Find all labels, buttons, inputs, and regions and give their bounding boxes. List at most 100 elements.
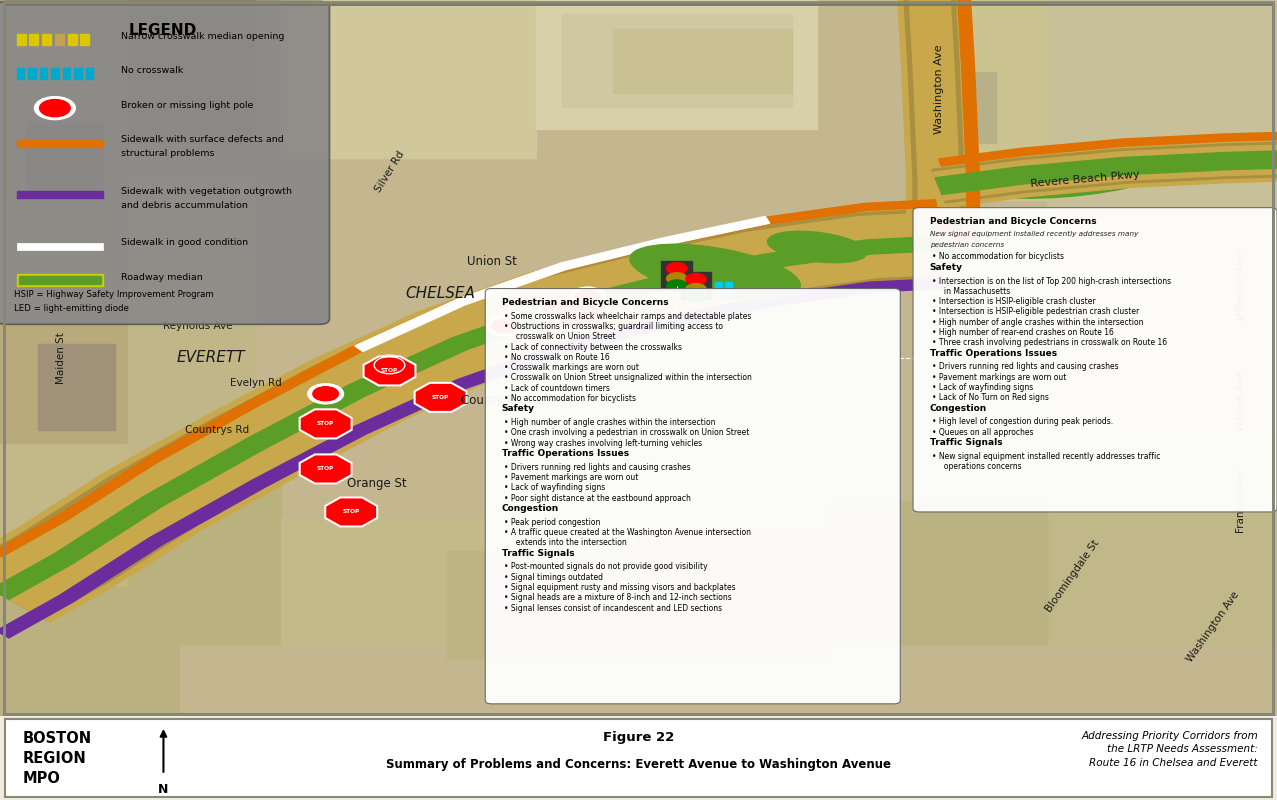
Polygon shape <box>939 132 1277 166</box>
Bar <box>17 191 103 198</box>
Text: • Signal equipment rusty and missing visors and backplates: • Signal equipment rusty and missing vis… <box>504 583 736 592</box>
Text: • No accommodation for bicyclists: • No accommodation for bicyclists <box>504 394 636 403</box>
Circle shape <box>308 384 344 404</box>
Bar <box>86 68 93 79</box>
Text: • Obstructions in crosswalks; guardrail limiting access to: • Obstructions in crosswalks; guardrail … <box>504 322 723 331</box>
Text: Traffic Operations Issues: Traffic Operations Issues <box>502 449 630 458</box>
Circle shape <box>954 242 974 254</box>
Circle shape <box>487 316 522 336</box>
Polygon shape <box>0 213 944 616</box>
Bar <box>281 515 536 645</box>
Text: • Lack of No Turn on Red signs: • Lack of No Turn on Red signs <box>932 394 1050 402</box>
Text: N: N <box>158 783 169 796</box>
Text: Congestion: Congestion <box>502 504 559 513</box>
Bar <box>562 14 792 107</box>
Circle shape <box>492 318 517 333</box>
Text: STOP: STOP <box>432 395 450 400</box>
Text: Warren Ave: Warren Ave <box>1236 371 1246 430</box>
Bar <box>80 34 89 45</box>
Bar <box>573 310 594 325</box>
Text: Traffic Signals: Traffic Signals <box>502 549 575 558</box>
Text: CHELSEA: CHELSEA <box>406 286 475 301</box>
Bar <box>17 34 26 45</box>
Bar <box>17 274 103 286</box>
Circle shape <box>686 283 706 295</box>
Polygon shape <box>0 204 945 622</box>
FancyBboxPatch shape <box>913 208 1277 512</box>
Circle shape <box>667 280 687 291</box>
Text: Countrys Rd: Countrys Rd <box>185 425 249 434</box>
Circle shape <box>575 290 600 304</box>
Text: Jefferson Ave: Jefferson Ave <box>1236 252 1246 321</box>
Text: • No crosswalk on Route 16: • No crosswalk on Route 16 <box>504 353 610 362</box>
Text: Narrow crosswalk median opening: Narrow crosswalk median opening <box>121 32 285 41</box>
Bar <box>1047 229 1277 430</box>
Text: • Post-mounted signals do not provide good visibility: • Post-mounted signals do not provide go… <box>504 562 707 571</box>
Bar <box>661 262 692 289</box>
Bar <box>0 444 153 587</box>
Polygon shape <box>555 299 607 328</box>
Circle shape <box>570 287 605 307</box>
Bar <box>638 530 830 658</box>
Text: Sidewalk in good condition: Sidewalk in good condition <box>121 238 249 247</box>
Bar <box>535 310 555 325</box>
Polygon shape <box>0 236 940 599</box>
Polygon shape <box>300 410 351 438</box>
Bar <box>536 0 817 129</box>
Circle shape <box>935 242 955 254</box>
Bar <box>74 68 82 79</box>
Text: • A traffic queue created at the Washington Avenue intersection: • A traffic queue created at the Washing… <box>504 528 751 537</box>
Text: Roadway median: Roadway median <box>121 273 203 282</box>
Bar <box>29 34 38 45</box>
Bar <box>593 310 613 325</box>
Bar <box>281 0 536 158</box>
Bar <box>1047 430 1277 645</box>
Text: Silver Rd: Silver Rd <box>373 150 406 194</box>
FancyBboxPatch shape <box>485 289 900 704</box>
Bar <box>930 223 960 250</box>
Text: pedestrian concerns: pedestrian concerns <box>930 242 1004 248</box>
Text: Congestion: Congestion <box>930 404 987 413</box>
Text: Maiden St: Maiden St <box>56 332 66 384</box>
Text: and debris accummulation: and debris accummulation <box>121 201 248 210</box>
Text: • High number of rear-end crashes on Route 16: • High number of rear-end crashes on Rou… <box>932 328 1114 337</box>
Bar <box>0 201 115 322</box>
Text: LED = light-emitting diode: LED = light-emitting diode <box>14 304 129 313</box>
Bar <box>128 179 255 322</box>
Bar <box>38 344 115 430</box>
Text: No crosswalk: No crosswalk <box>121 66 184 75</box>
Text: • Drivers running red lights and causing crashes: • Drivers running red lights and causing… <box>932 362 1119 371</box>
Text: County Rd: County Rd <box>461 394 522 407</box>
Text: EVERETT: EVERETT <box>176 350 245 366</box>
Bar <box>681 272 711 299</box>
Text: • No accommodation for bicyclists: • No accommodation for bicyclists <box>932 253 1064 262</box>
Bar <box>19 276 101 284</box>
Text: Broken or missing light pole: Broken or missing light pole <box>121 101 254 110</box>
Text: Summary of Problems and Concerns: Everett Avenue to Washington Avenue: Summary of Problems and Concerns: Everet… <box>386 758 891 771</box>
Text: Reynolds Ave: Reynolds Ave <box>529 319 608 332</box>
Circle shape <box>377 358 402 372</box>
Polygon shape <box>930 138 1277 207</box>
Circle shape <box>34 97 75 119</box>
Bar <box>1047 0 1277 229</box>
Polygon shape <box>326 498 377 526</box>
Bar <box>612 310 632 325</box>
Text: Evelyn Rd: Evelyn Rd <box>230 378 281 388</box>
Text: Traffic Signals: Traffic Signals <box>930 438 1002 447</box>
Text: Bloomingdale St: Bloomingdale St <box>1045 538 1101 614</box>
Bar <box>128 322 255 466</box>
Polygon shape <box>933 145 1277 200</box>
Polygon shape <box>0 278 942 638</box>
Polygon shape <box>909 0 959 243</box>
Text: operations concerns: operations concerns <box>932 462 1022 471</box>
Text: Franklin Ave: Franklin Ave <box>1236 470 1246 533</box>
Text: Revere Beach Pkwy: Revere Beach Pkwy <box>1031 170 1140 189</box>
Ellipse shape <box>946 146 1174 198</box>
Circle shape <box>40 99 70 117</box>
Text: Safety: Safety <box>930 262 963 272</box>
Text: Pedestrian and Bicycle Concerns: Pedestrian and Bicycle Concerns <box>502 298 668 307</box>
Circle shape <box>313 386 338 401</box>
Bar <box>949 230 979 258</box>
Polygon shape <box>355 217 770 351</box>
Text: • Signal lenses consist of incandescent and LED sections: • Signal lenses consist of incandescent … <box>504 604 723 613</box>
